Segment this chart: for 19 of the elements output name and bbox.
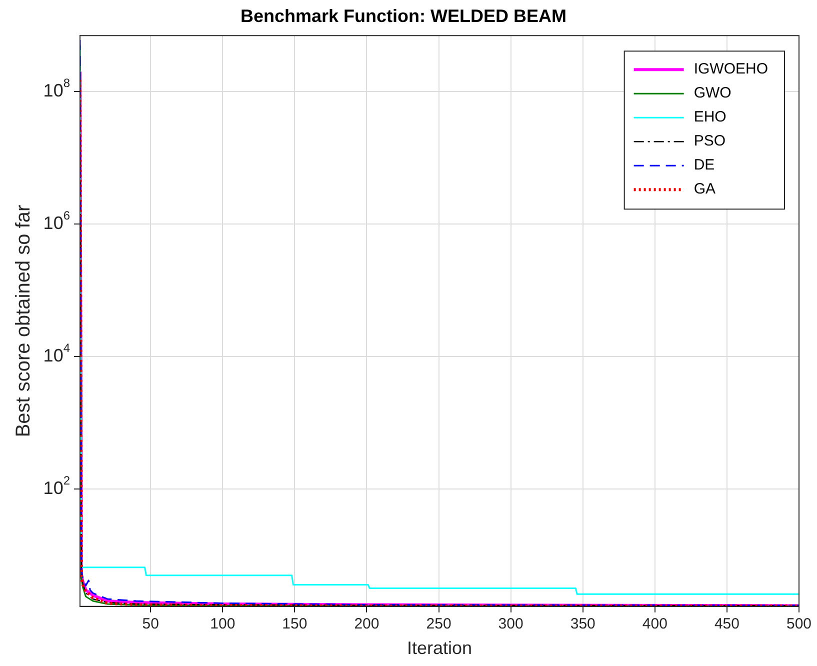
x-tick-label: 350 xyxy=(570,616,596,633)
legend-label: GWO xyxy=(694,84,732,102)
x-tick-label: 450 xyxy=(714,616,740,633)
y-axis-title: Best score obtained so far xyxy=(12,204,35,438)
x-tick-label: 500 xyxy=(786,616,812,633)
x-axis-title: Iteration xyxy=(406,638,472,658)
chart-title: Benchmark Function: WELDED BEAM xyxy=(240,6,567,26)
x-tick-label: 150 xyxy=(282,616,308,633)
x-tick-label: 50 xyxy=(142,616,159,633)
legend-label: DE xyxy=(694,156,715,174)
x-tick-label: 100 xyxy=(210,616,236,633)
legend-label: PSO xyxy=(694,132,726,150)
legend-label: IGWOEHO xyxy=(694,60,768,78)
legend-label: GA xyxy=(694,180,716,198)
x-tick-label: 250 xyxy=(426,616,452,633)
x-tick-label: 400 xyxy=(642,616,668,633)
legend-label: EHO xyxy=(694,108,726,126)
x-tick-label: 300 xyxy=(498,616,524,633)
x-tick-label: 200 xyxy=(354,616,380,633)
